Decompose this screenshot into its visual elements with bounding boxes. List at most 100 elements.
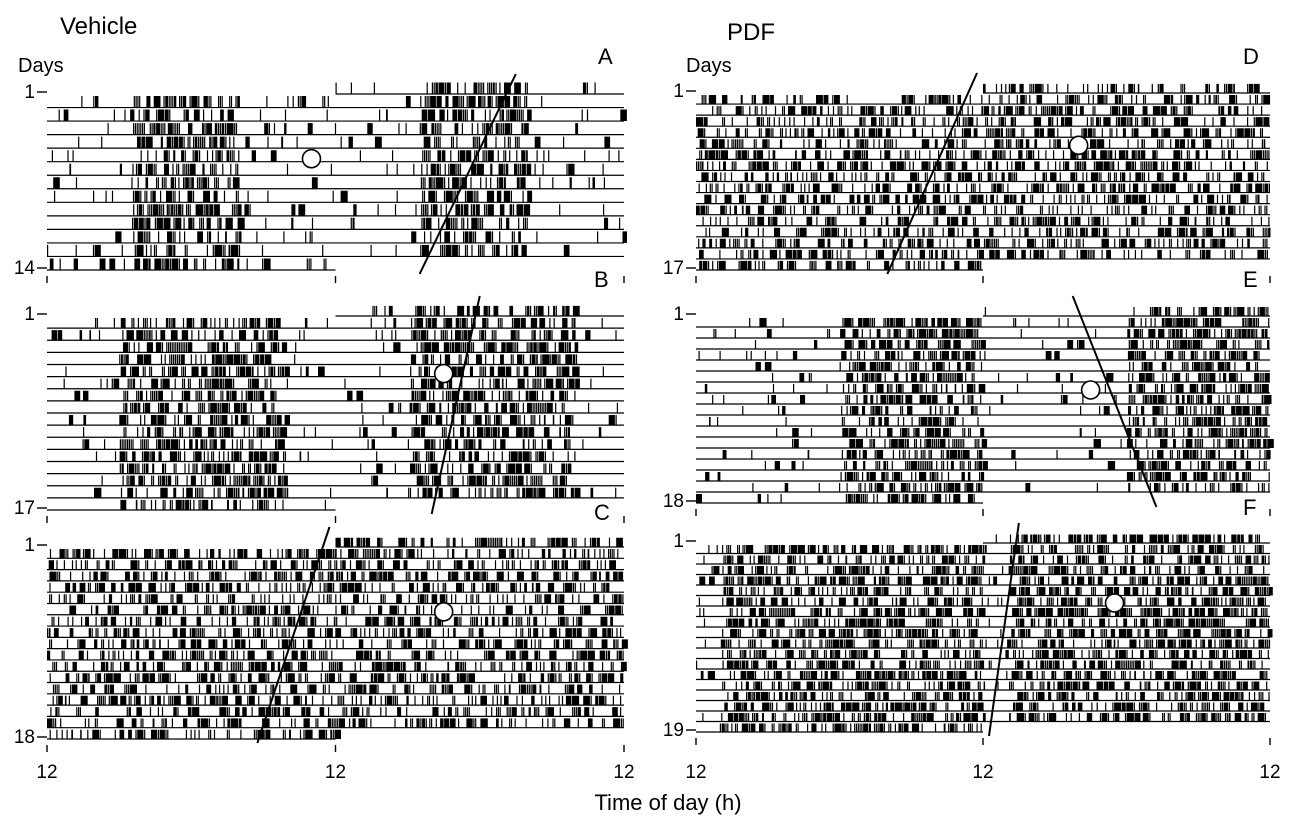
day-tick-label: 1 [24,82,35,103]
activity-bars [749,318,1270,327]
actogram-row [696,545,1270,555]
activity-bars [54,190,533,203]
actogram-row [47,582,624,593]
activity-bars [722,650,1269,659]
activity-bars [50,707,622,717]
actogram-row [47,150,624,163]
actogram-row [47,96,624,109]
actogram-row [335,537,624,548]
day-tick-label: 1 [673,81,684,102]
actogram-row [335,82,624,95]
activity-bars [51,616,613,627]
activity-bars [708,545,1264,554]
activity-bars [123,342,579,353]
actogram-row [47,231,628,244]
day-tick-label: 1 [673,304,684,325]
actogram-row [47,571,624,582]
onset-fit-line [886,72,978,275]
actogram-row [47,123,624,136]
activity-bars [722,681,1268,690]
activity-bars [696,205,1268,215]
activity-bars [705,472,1270,481]
activity-bars [701,172,1265,182]
activity-bars [47,628,622,638]
actogram-row [47,109,627,122]
actogram-row [696,260,983,271]
activity-bars [120,499,327,510]
activity-bars [133,204,605,216]
activity-bars [701,95,1271,105]
activity-bars [49,673,624,683]
actogram-row [47,673,624,684]
onset-fit-line [1071,295,1158,508]
actogram-row [335,305,624,317]
activity-bars [713,329,1268,338]
activity-bars [68,415,617,426]
activity-bars [704,639,1271,648]
actogram-row [696,95,1271,105]
day-tick-label: 19 [663,720,684,741]
day-tick-label: 17 [663,258,684,279]
actogram-row [696,629,1273,639]
actogram-row [696,428,1270,438]
onset-fit-line [418,73,517,275]
activity-bars [754,340,1270,349]
activity-bars [698,238,1268,248]
activity-bars [696,494,975,503]
actogram-row [983,83,1270,94]
actogram-row [696,395,1272,405]
activity-bars [83,427,602,438]
activity-bars [696,660,1263,669]
activity-bars [94,487,617,498]
activity-bars [82,439,584,450]
marker-circle [433,363,454,384]
x-tick-label: 12 [36,762,57,783]
activity-bars [53,177,605,189]
activity-bars [49,582,610,593]
panel-letter: A [598,44,613,69]
activity-bars [81,96,543,108]
actogram-row [47,487,624,499]
activity-bars [49,258,327,270]
actogram-row [696,128,1270,138]
activity-bars [702,713,1266,722]
actogram-row [696,172,1270,183]
marker-circle [1080,380,1101,400]
actogram-row [47,390,624,402]
actogram-row [696,406,1270,416]
activity-bars [696,117,1270,127]
day-tick-label: 1 [24,535,35,556]
activity-bars [719,723,982,732]
activity-bars [335,82,596,94]
x-tick-label: 12 [1259,762,1280,783]
activity-bars [711,566,1265,575]
day-tick-label: 1 [24,304,35,325]
activity-bars [699,608,1268,617]
actogram-row [696,249,1270,260]
actogram-row [696,494,983,504]
day-tick-label: 1 [673,531,684,552]
activity-bars [722,450,1271,459]
activity-bars [995,534,1260,543]
actogram-row [47,718,624,729]
onset-fit-line [987,522,1020,737]
actogram-row [47,244,624,258]
activity-bars [699,150,1270,160]
actogram-row [696,681,1270,691]
activity-bars [792,439,1274,448]
activity-bars [115,231,628,243]
x-tick-label: 12 [613,762,634,783]
activity-bars [703,555,1270,564]
actogram-row [47,366,624,378]
activity-bars [52,661,627,672]
marker-circle [433,601,454,622]
actogram-row [47,661,627,672]
pdf-group-title: PDF [727,19,775,46]
actogram-row [696,205,1270,216]
vehicle-group-title: Vehicle [60,13,137,40]
activity-bars [74,390,576,401]
activity-bars [119,354,578,365]
actogram-row [47,707,624,718]
